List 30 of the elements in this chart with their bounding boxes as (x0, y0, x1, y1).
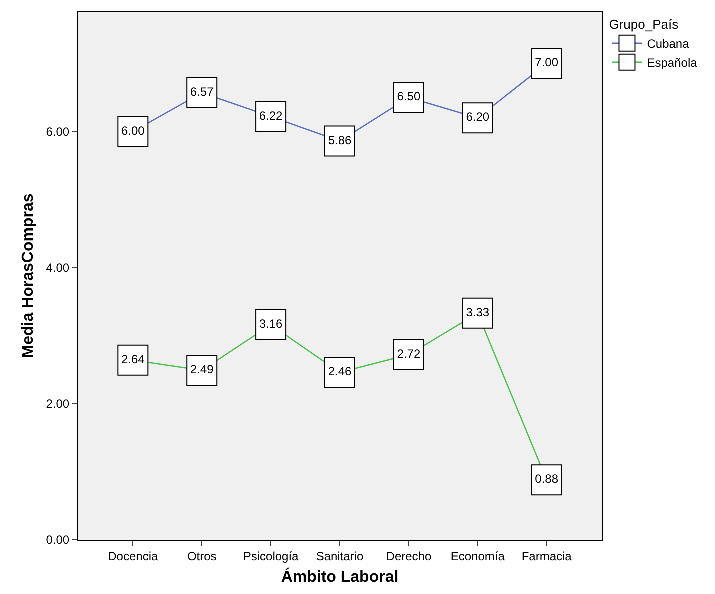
legend-label: Española (647, 56, 698, 70)
x-tick-label: Sanitario (316, 549, 364, 564)
y-axis-title: Media HorasCompras (20, 194, 38, 358)
data-label: 2.72 (397, 346, 421, 361)
data-label: 6.57 (190, 84, 214, 99)
data-label: 0.88 (535, 472, 559, 486)
x-tick-label: Economía (450, 549, 506, 564)
y-tick-label: 4.00 (46, 261, 70, 276)
x-tick-label: Farmacia (522, 549, 572, 564)
data-label: 6.20 (466, 110, 490, 124)
y-tick-label: 2.00 (46, 397, 70, 412)
x-axis-title: Ámbito Laboral (281, 567, 399, 586)
data-label: 2.49 (190, 362, 214, 377)
y-tick-label: 0.00 (46, 533, 70, 548)
data-label: 5.86 (328, 133, 352, 148)
data-label: 2.46 (328, 364, 352, 379)
y-tick-label: 6.00 (46, 124, 70, 139)
x-tick-label: Docencia (108, 549, 158, 564)
data-label: 7.00 (535, 56, 559, 70)
data-label: 6.50 (397, 90, 421, 104)
x-tick-label: Derecho (386, 549, 432, 564)
legend-title: Grupo_País (609, 16, 680, 32)
data-label: 6.00 (121, 124, 146, 138)
x-tick-label: Otros (187, 549, 217, 564)
data-label: 6.22 (259, 108, 284, 123)
data-label: 3.33 (466, 305, 490, 320)
legend-label: Cubana (647, 37, 690, 52)
data-label: 2.64 (121, 352, 146, 366)
x-tick-label: Psicología (243, 549, 300, 564)
data-label: 3.16 (259, 316, 284, 331)
